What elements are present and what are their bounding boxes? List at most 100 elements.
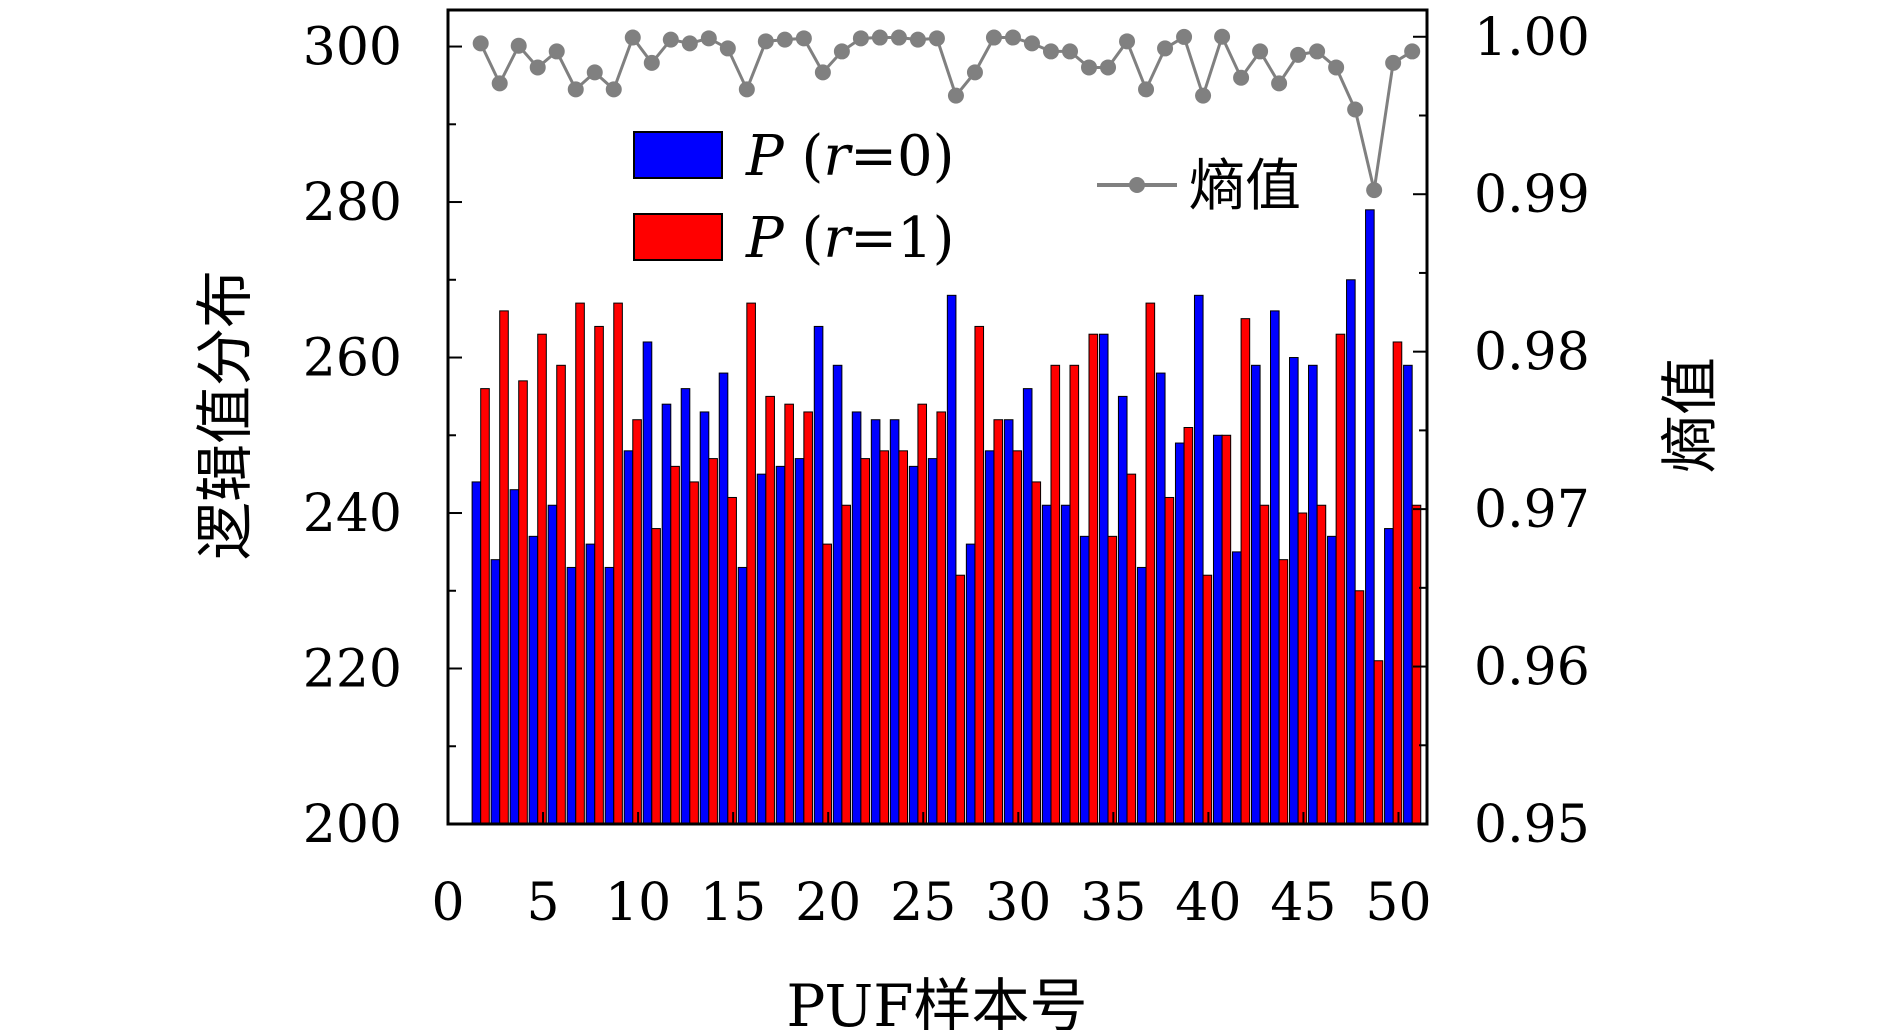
bar-r1 bbox=[1373, 660, 1384, 825]
bar-r1 bbox=[1297, 512, 1308, 825]
bar-r0 bbox=[490, 559, 501, 825]
bar-r1 bbox=[1335, 333, 1346, 825]
entropy-point bbox=[643, 54, 660, 71]
bar-r1 bbox=[537, 333, 547, 825]
bar-r1 bbox=[1088, 333, 1099, 825]
bar-r1 bbox=[1164, 496, 1175, 825]
bar-r1 bbox=[841, 504, 851, 825]
bar-r0 bbox=[680, 388, 691, 825]
bar-r1 bbox=[575, 302, 585, 825]
bar-r0 bbox=[870, 419, 881, 825]
bar-r1 bbox=[689, 481, 699, 825]
entropy-point bbox=[1138, 81, 1155, 98]
bar-r1 bbox=[1202, 574, 1213, 825]
bar-r0 bbox=[946, 294, 957, 825]
bar-r1 bbox=[1126, 473, 1137, 825]
bar-r0 bbox=[718, 372, 729, 825]
bar-r0 bbox=[813, 325, 824, 825]
bar-r0 bbox=[756, 473, 767, 825]
entropy-point bbox=[871, 29, 888, 46]
entropy-point bbox=[1214, 28, 1231, 45]
entropy-point bbox=[1347, 101, 1364, 118]
bar-r1 bbox=[1411, 504, 1422, 825]
y-right-tick-label: 0.99 bbox=[1474, 165, 1590, 225]
bar-r1 bbox=[746, 302, 756, 825]
x-tick-labels: 0 5 10 15 20 25 30 35 40 45 50 bbox=[431, 873, 1431, 933]
bar-r1 bbox=[1050, 364, 1061, 825]
legend-label-r0: P (r=0) bbox=[745, 124, 955, 189]
entropy-point bbox=[757, 33, 774, 50]
entropy-point bbox=[985, 29, 1002, 46]
entropy-point bbox=[1309, 43, 1326, 60]
bar-r0 bbox=[1289, 357, 1299, 825]
bar-r1 bbox=[1069, 364, 1080, 825]
bar-r1 bbox=[1354, 590, 1365, 825]
entropy-point bbox=[700, 30, 717, 47]
bar-r0 bbox=[832, 364, 843, 825]
bar-r1 bbox=[1240, 318, 1251, 825]
bar-r0 bbox=[965, 543, 976, 825]
entropy-point bbox=[1233, 69, 1250, 86]
entropy-point bbox=[928, 30, 945, 47]
entropy-point bbox=[681, 35, 698, 52]
bar-r0 bbox=[1308, 364, 1318, 825]
x-tick-label: 45 bbox=[1270, 873, 1336, 933]
entropy-point bbox=[909, 31, 926, 48]
y-left-tick-label: 260 bbox=[303, 329, 402, 389]
bar-r1 bbox=[670, 465, 680, 825]
bar-r1 bbox=[499, 310, 509, 825]
bar-r0 bbox=[585, 543, 596, 825]
y-right-tick-labels: 0.95 0.96 0.97 0.98 0.99 1.00 bbox=[1474, 8, 1590, 855]
bar-r1 bbox=[1031, 481, 1042, 825]
bar-r1 bbox=[594, 325, 604, 825]
bar-r1 bbox=[879, 450, 890, 825]
bar-r0 bbox=[1250, 364, 1261, 825]
entropy-point bbox=[1061, 43, 1078, 60]
entropy-point bbox=[1100, 59, 1117, 76]
bar-r0 bbox=[908, 465, 919, 825]
legend: P (r=0) P (r=1) 熵值 bbox=[633, 124, 1301, 271]
entropy-point bbox=[662, 31, 679, 48]
bar-r0 bbox=[927, 458, 938, 825]
entropy-point bbox=[1385, 54, 1402, 71]
legend-swatch-r1 bbox=[633, 213, 723, 261]
x-tick-label: 0 bbox=[431, 873, 464, 933]
bar-r0 bbox=[1384, 528, 1394, 825]
y-left-tick-labels: 200 220 240 260 280 300 bbox=[303, 18, 402, 855]
entropy-line-layer bbox=[472, 28, 1421, 199]
bar-r0 bbox=[699, 411, 710, 825]
entropy-point bbox=[1023, 35, 1040, 52]
entropy-point bbox=[1157, 40, 1174, 57]
y-left-tick-label: 240 bbox=[303, 484, 402, 544]
bar-r0 bbox=[889, 419, 900, 825]
bar-r0 bbox=[547, 504, 558, 825]
y-right-tick-label: 0.97 bbox=[1474, 480, 1590, 540]
entropy-point bbox=[1042, 43, 1059, 60]
x-tick-label: 25 bbox=[890, 873, 956, 933]
bar-r0 bbox=[1231, 551, 1242, 825]
bar-r0 bbox=[737, 566, 748, 825]
bar-r0 bbox=[1365, 209, 1375, 825]
entropy-point bbox=[624, 29, 641, 46]
ticks-layer bbox=[447, 35, 1427, 825]
entropy-point bbox=[1119, 33, 1136, 50]
bar-r0 bbox=[1174, 442, 1185, 825]
bar-r1 bbox=[860, 458, 870, 825]
bar-r0 bbox=[1003, 419, 1014, 825]
y-right-tick-label: 0.95 bbox=[1474, 795, 1590, 855]
bar-r0 bbox=[509, 489, 520, 825]
bar-r0 bbox=[623, 450, 634, 825]
bar-r1 bbox=[518, 380, 528, 825]
bar-r0 bbox=[1022, 388, 1033, 825]
x-tick-label: 35 bbox=[1080, 873, 1146, 933]
entropy-point bbox=[529, 59, 546, 76]
x-axis-label: PUF样本号 bbox=[786, 972, 1087, 1030]
bar-r1 bbox=[1278, 559, 1289, 825]
bar-r1 bbox=[917, 403, 928, 825]
bar-r0 bbox=[1155, 372, 1166, 825]
bar-r0 bbox=[984, 450, 995, 825]
entropy-point bbox=[1004, 29, 1021, 46]
bar-r1 bbox=[556, 364, 566, 825]
y-right-tick-label: 0.98 bbox=[1474, 323, 1590, 383]
